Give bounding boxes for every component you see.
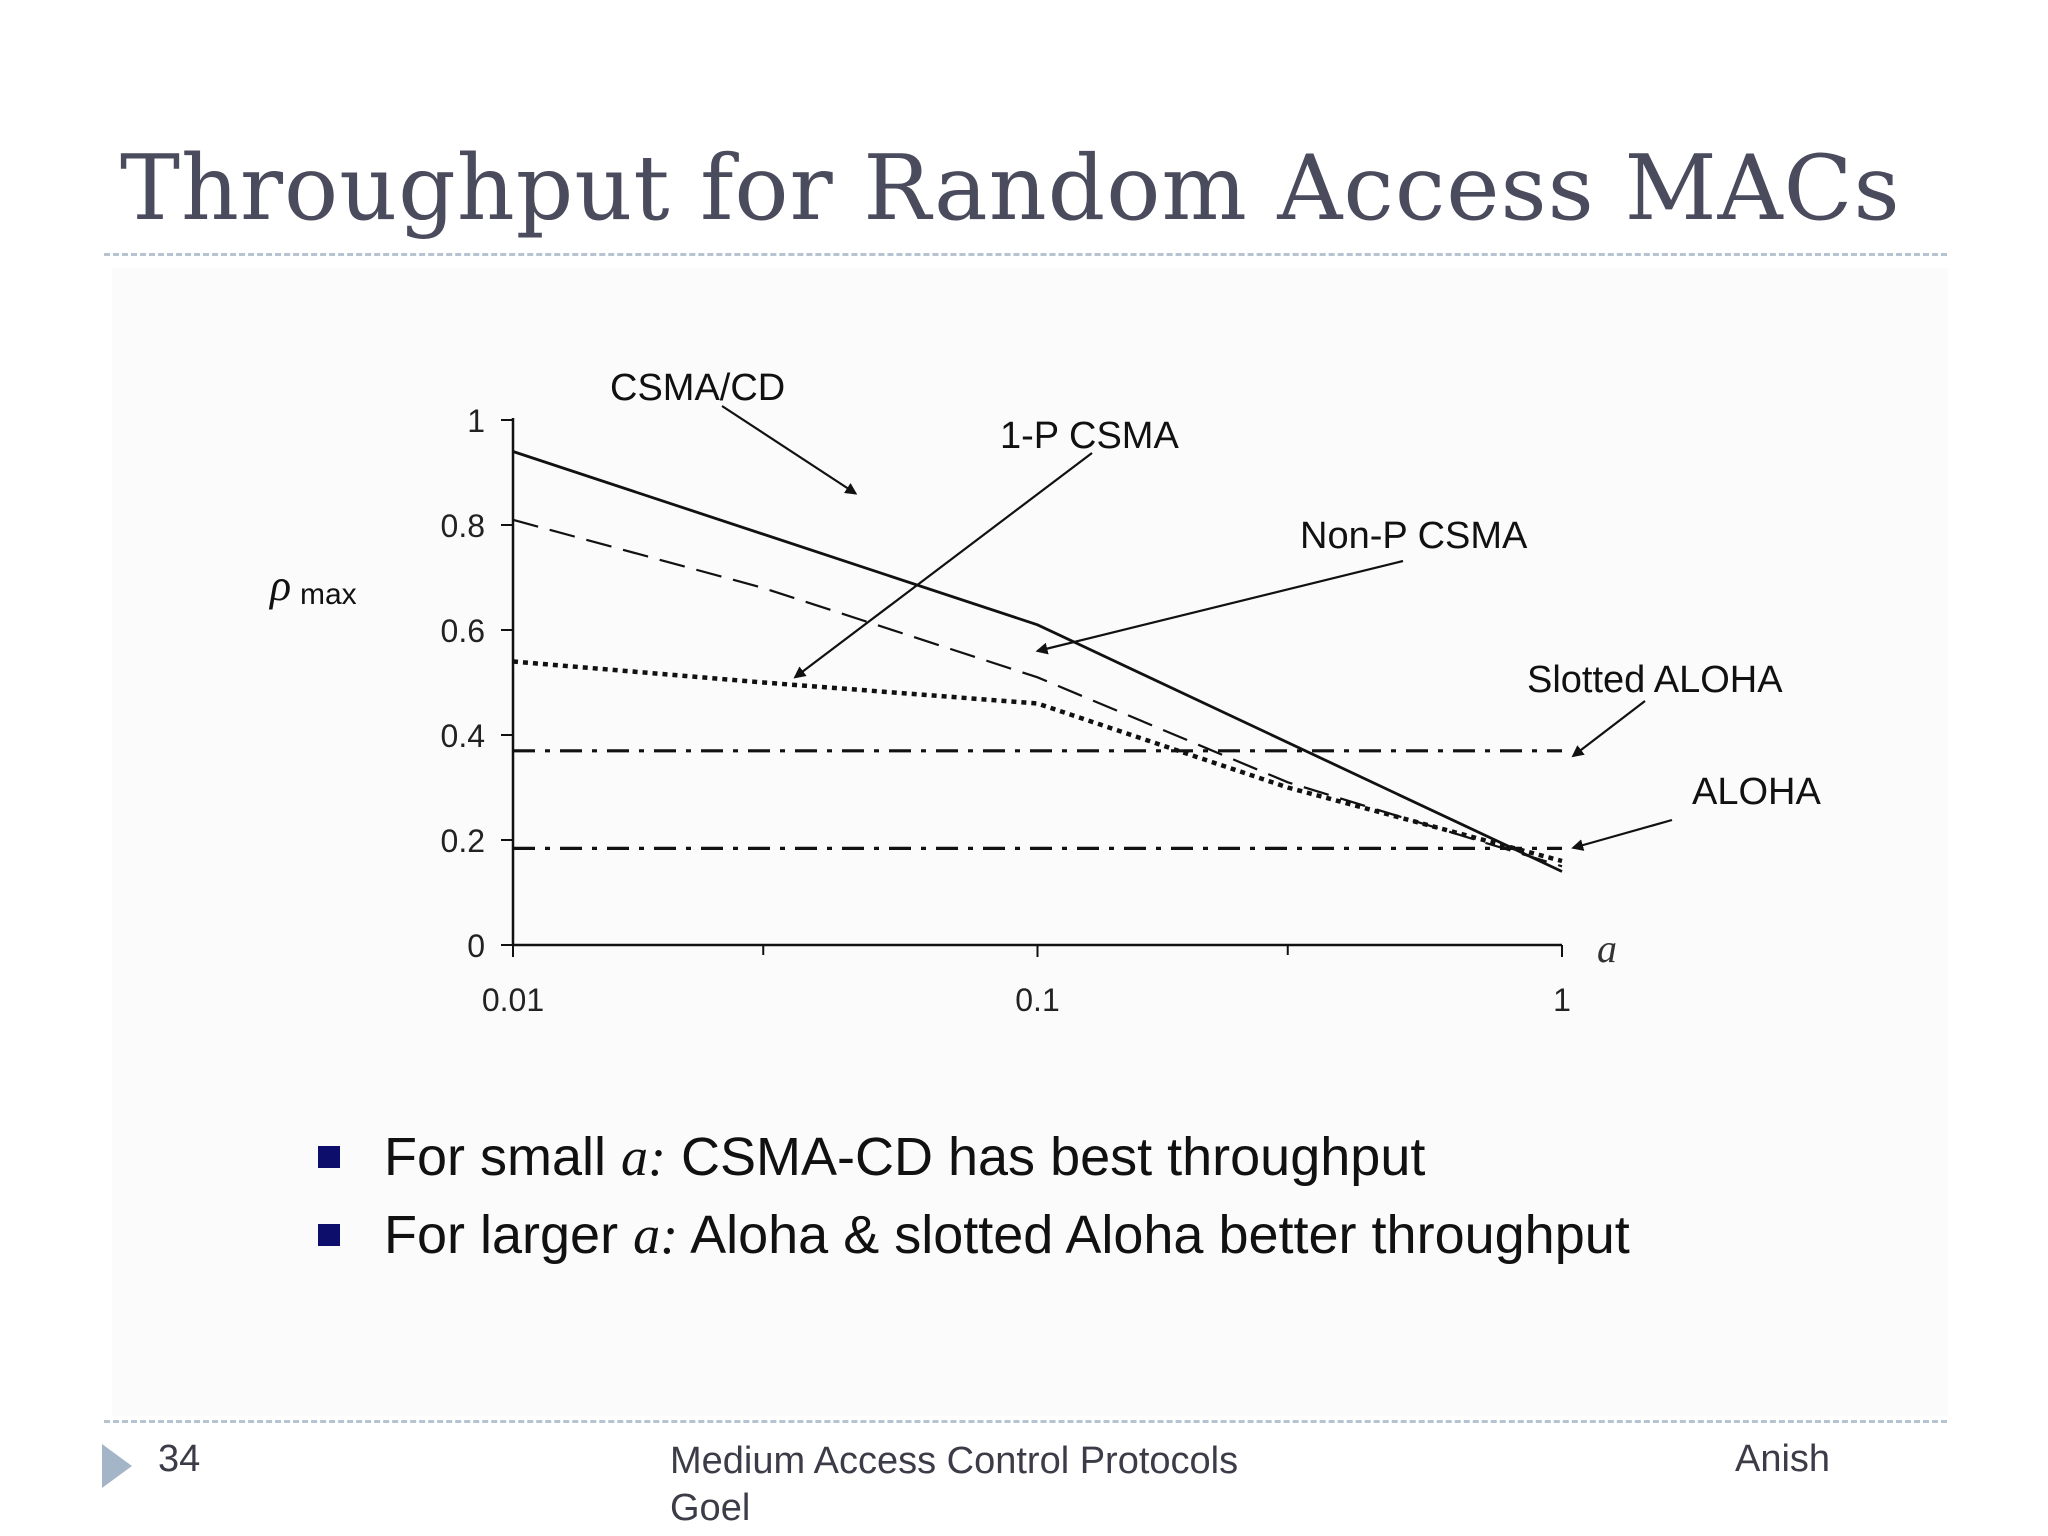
footer-author: Anish bbox=[1735, 1438, 1831, 1480]
annotation-label: 1-P CSMA bbox=[1000, 415, 1179, 457]
figure-background bbox=[112, 268, 1948, 1416]
annotation-arrow bbox=[1571, 700, 1646, 758]
y-tick-label: 0.8 bbox=[441, 508, 485, 544]
bullet-list: For small a: CSMA-CD has best throughput… bbox=[318, 1118, 1630, 1274]
annotation-arrow bbox=[793, 452, 1093, 679]
page-number: 34 bbox=[158, 1438, 201, 1480]
y-tick-label: 0.6 bbox=[441, 613, 485, 649]
annotation-label: ALOHA bbox=[1692, 771, 1821, 813]
series-line-non-p-csma bbox=[512, 518, 1563, 868]
series-line-csma-cd bbox=[512, 450, 1563, 873]
annotation-arrow bbox=[1571, 818, 1673, 851]
annotation-arrow bbox=[1035, 559, 1404, 655]
annotation-label: Non-P CSMA bbox=[1300, 515, 1528, 557]
chart-axis-labels: ρ max a bbox=[268, 561, 1617, 971]
bullet-text: For small a: CSMA-CD has best throughput bbox=[384, 1127, 1426, 1187]
title-divider bbox=[104, 253, 1947, 256]
bullet-square-icon bbox=[318, 1224, 340, 1246]
bullet-item: For small a: CSMA-CD has best throughput bbox=[318, 1118, 1630, 1196]
y-axis-label-subscript: max bbox=[300, 578, 357, 611]
y-axis-label: ρ bbox=[268, 561, 291, 610]
x-axis-label: a bbox=[1597, 926, 1617, 971]
footer-title: Medium Access Control Protocols Goel bbox=[670, 1440, 1239, 1529]
chart-series bbox=[512, 450, 1563, 873]
y-tick-label: 1 bbox=[467, 403, 485, 439]
x-tick-label: 1 bbox=[1553, 982, 1571, 1018]
x-tick-label: 0.1 bbox=[1015, 982, 1059, 1018]
y-tick-label: 0.2 bbox=[441, 823, 485, 859]
chart-axes: 0 0.2 0.4 0.6 0.8 1 0.01 0.1 1 bbox=[441, 403, 1571, 1018]
annotation-arrow bbox=[721, 405, 858, 495]
annotation-label: Slotted ALOHA bbox=[1527, 659, 1783, 701]
series-line-1-p-csma bbox=[512, 659, 1563, 864]
chart-annotations: CSMA/CD 1-P CSMA Non-P CSMA Slotted ALOHA AL… bbox=[610, 367, 1821, 851]
y-tick-label: 0 bbox=[467, 928, 485, 964]
bullet-item: For larger a: Aloha & slotted Aloha bett… bbox=[318, 1196, 1630, 1274]
footer-triangle-icon bbox=[102, 1444, 132, 1488]
slide-title: Throughput for Random Access MACs bbox=[120, 136, 1901, 241]
y-tick-label: 0.4 bbox=[441, 718, 485, 754]
bullet-text: For larger a: Aloha & slotted Aloha bett… bbox=[384, 1205, 1630, 1265]
x-tick-label: 0.01 bbox=[482, 982, 544, 1018]
footer-divider bbox=[104, 1420, 1947, 1423]
bullet-square-icon bbox=[318, 1146, 340, 1168]
annotation-label: CSMA/CD bbox=[610, 367, 785, 409]
